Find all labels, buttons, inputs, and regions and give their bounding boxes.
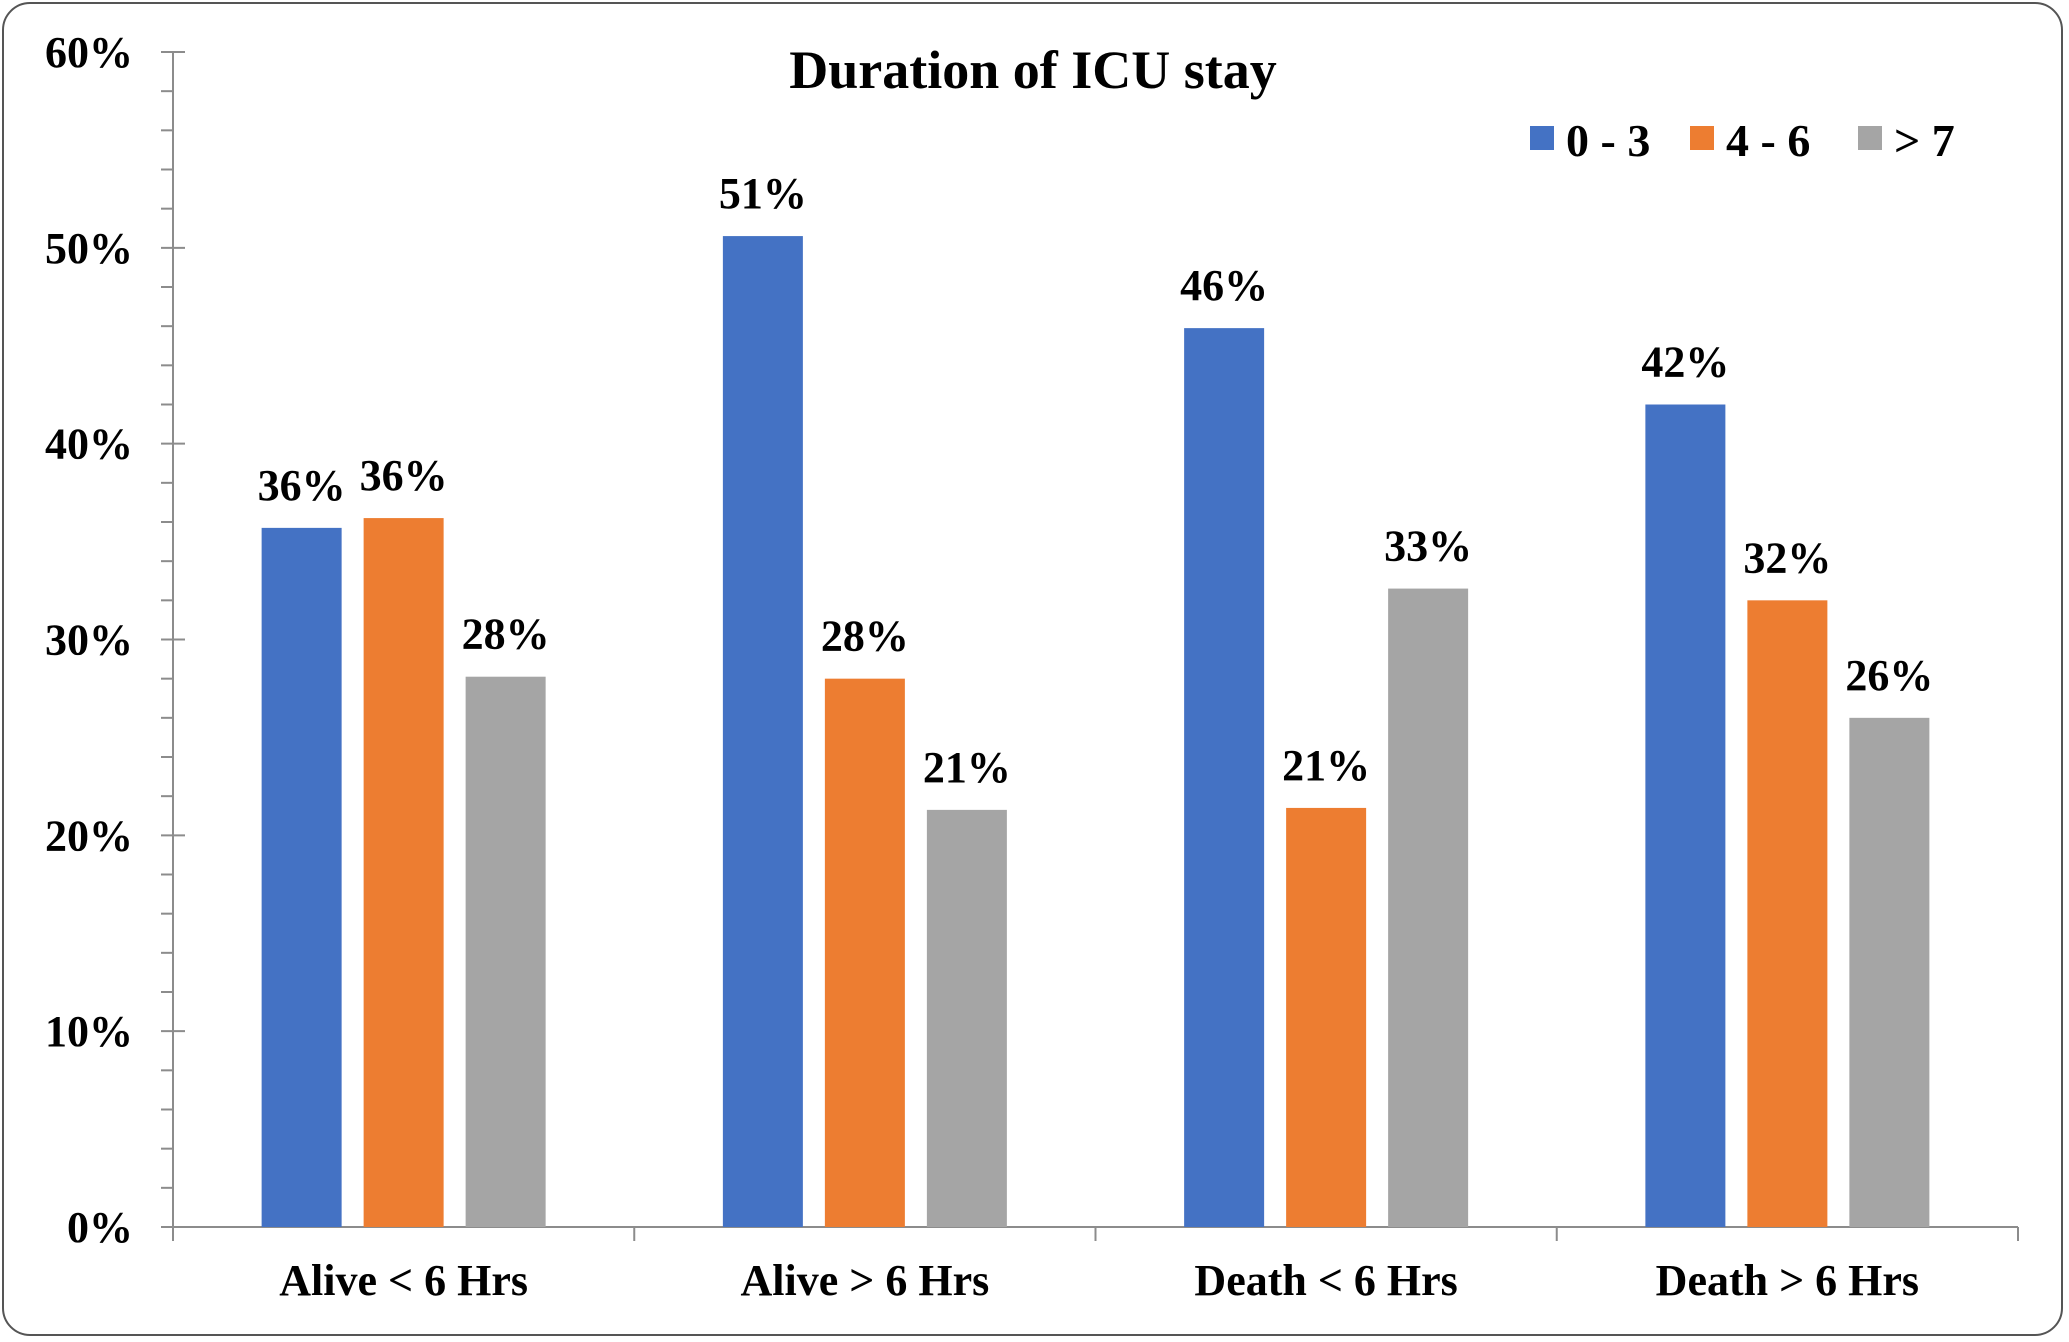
y-tick-label: 50% [45, 224, 133, 273]
x-axis: Alive < 6 Hrs Alive > 6 Hrs Death < 6 Hrs D… [172, 1226, 2019, 1305]
bar [1849, 717, 1930, 1227]
data-label: 26% [1845, 651, 1933, 700]
x-category-label: Death > 6 Hrs [1656, 1256, 1919, 1305]
y-tick-label: 20% [45, 811, 133, 860]
legend-swatch [1858, 126, 1882, 150]
bar [261, 527, 342, 1227]
bar [1645, 404, 1726, 1227]
data-label: 33% [1384, 522, 1472, 571]
y-axis: 0% 10% 20% 30% 40% 50% 60% [45, 28, 185, 1252]
y-tick-label: 60% [45, 28, 133, 77]
data-label: 42% [1641, 338, 1729, 387]
data-label: 36% [258, 461, 346, 510]
data-label: 46% [1180, 261, 1268, 310]
legend-label: 0 - 3 [1566, 115, 1650, 166]
legend-swatch [1530, 126, 1554, 150]
y-tick-label: 30% [45, 616, 133, 665]
bars [261, 236, 1930, 1228]
y-tick-label: 40% [45, 420, 133, 469]
x-category-label: Alive < 6 Hrs [279, 1256, 528, 1305]
legend-label: > 7 [1894, 115, 1955, 166]
data-label: 32% [1743, 533, 1831, 582]
bar [824, 678, 905, 1227]
bar [1184, 328, 1265, 1227]
data-label: 21% [923, 743, 1011, 792]
data-labels: 36% 51% 46% 42% 36% 28% 21% 32% 28% 21% 33% 26% [258, 169, 1934, 792]
legend-swatch [1690, 126, 1714, 150]
bar [1747, 600, 1828, 1227]
y-tick-label: 0% [67, 1203, 133, 1252]
chart-title: Duration of ICU stay [789, 40, 1277, 100]
data-label: 36% [360, 451, 448, 500]
bar [722, 236, 803, 1228]
data-label: 21% [1282, 741, 1370, 790]
bar [926, 809, 1007, 1227]
data-label: 51% [719, 169, 807, 218]
bar [1388, 588, 1469, 1227]
bar [465, 676, 546, 1227]
y-tick-label: 10% [45, 1007, 133, 1056]
bar [363, 518, 444, 1227]
legend-label: 4 - 6 [1726, 115, 1810, 166]
x-category-label: Death < 6 Hrs [1194, 1256, 1457, 1305]
legend: 0 - 3 4 - 6 > 7 [1530, 115, 1955, 166]
data-label: 28% [462, 610, 550, 659]
x-category-label: Alive > 6 Hrs [741, 1256, 990, 1305]
bar [1286, 807, 1367, 1227]
data-label: 28% [821, 612, 909, 661]
